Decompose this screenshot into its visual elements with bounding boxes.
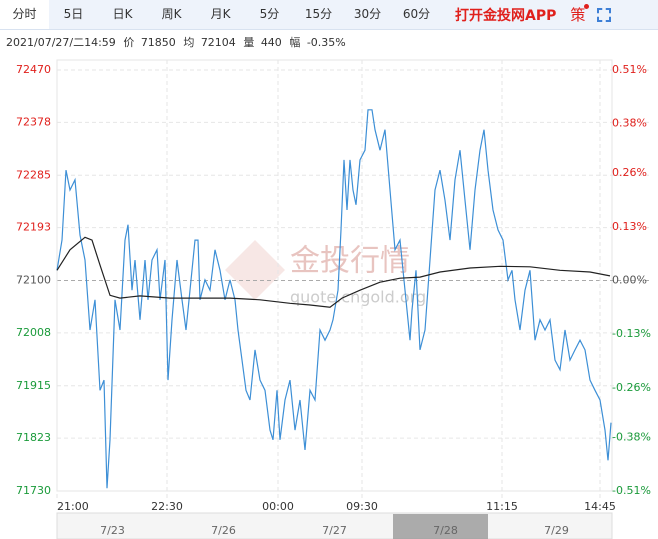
info-label: 幅 bbox=[289, 36, 300, 49]
info-value: 71850 bbox=[141, 36, 176, 49]
x-tick-label: 00:00 bbox=[262, 500, 294, 513]
info-label: 价 bbox=[123, 36, 134, 49]
tab[interactable]: 分时 bbox=[0, 0, 49, 29]
x-tick-label: 21:00 bbox=[57, 500, 89, 513]
navigator-date: 7/26 bbox=[211, 524, 236, 537]
navigator-date: 7/27 bbox=[322, 524, 347, 537]
y-tick-label: 71915 bbox=[16, 379, 51, 392]
y2-tick-label: 0.13% bbox=[612, 220, 647, 233]
watermark: 金投行情 bbox=[290, 244, 410, 279]
strategy-button[interactable]: 策 bbox=[570, 4, 590, 24]
info-label: 量 bbox=[243, 36, 254, 49]
y2-tick-label: 0.00% bbox=[612, 274, 647, 287]
info-value: 72104 bbox=[201, 36, 236, 49]
y-tick-label: 72285 bbox=[16, 168, 51, 181]
app-link[interactable]: 打开金投网APP bbox=[455, 7, 557, 24]
y-tick-label: 72470 bbox=[16, 63, 51, 76]
info-time: 2021/07/27/二14:59 bbox=[6, 36, 116, 49]
x-tick-label: 11:15 bbox=[486, 500, 518, 513]
info-value: -0.35% bbox=[307, 36, 346, 49]
y2-tick-label: 0.38% bbox=[612, 117, 647, 130]
navigator-date: 7/28 bbox=[433, 524, 458, 537]
y2-tick-label: -0.26% bbox=[612, 381, 651, 394]
x-tick-label: 22:30 bbox=[151, 500, 183, 513]
series-line bbox=[56, 109, 612, 489]
info-label: 均 bbox=[183, 36, 194, 49]
y-tick-label: 71823 bbox=[16, 431, 51, 444]
y2-tick-label: -0.51% bbox=[612, 484, 651, 497]
y-tick-label: 72193 bbox=[16, 221, 51, 234]
y2-tick-label: -0.38% bbox=[612, 430, 651, 443]
tab[interactable]: 周K bbox=[161, 7, 182, 21]
tab[interactable]: 日K bbox=[112, 7, 133, 21]
plot-frame bbox=[56, 59, 613, 492]
x-tick-label: 14:45 bbox=[584, 500, 616, 513]
navigator-date: 7/23 bbox=[100, 524, 125, 537]
info-value: 440 bbox=[261, 36, 282, 49]
y2-tick-label: 0.26% bbox=[612, 166, 647, 179]
y2-tick-label: -0.13% bbox=[612, 327, 651, 340]
series-line bbox=[56, 236, 611, 308]
x-tick-label: 09:30 bbox=[346, 500, 378, 513]
y-tick-label: 72008 bbox=[16, 326, 51, 339]
navigator[interactable] bbox=[56, 512, 613, 539]
tab[interactable]: 5日 bbox=[63, 7, 84, 21]
tab[interactable]: 60分 bbox=[402, 7, 431, 21]
chart-bg bbox=[0, 30, 658, 539]
tab[interactable]: 月K bbox=[210, 7, 231, 21]
watermark: quote.cngold.org bbox=[290, 288, 426, 307]
tab[interactable]: 30分 bbox=[353, 7, 382, 21]
tab[interactable]: 5分 bbox=[259, 7, 280, 21]
info-line: 2021/07/27/二14:59 价 71850 均 72104 量 440 … bbox=[6, 36, 346, 49]
fullscreen-icon[interactable] bbox=[597, 7, 612, 22]
navigator-window[interactable] bbox=[393, 514, 488, 539]
toolbar: 分时 5日 日K 周K 月K 5分 15分 30分 60分 打开金投网APP 策 bbox=[0, 0, 658, 30]
navigator-date: 7/29 bbox=[544, 524, 569, 537]
y-tick-label: 72378 bbox=[16, 115, 51, 128]
y-tick-label: 72100 bbox=[16, 274, 51, 287]
watermark-logo bbox=[225, 240, 285, 300]
y2-tick-label: 0.51% bbox=[612, 63, 647, 76]
y-tick-label: 71730 bbox=[16, 484, 51, 497]
tab[interactable]: 15分 bbox=[304, 7, 333, 21]
